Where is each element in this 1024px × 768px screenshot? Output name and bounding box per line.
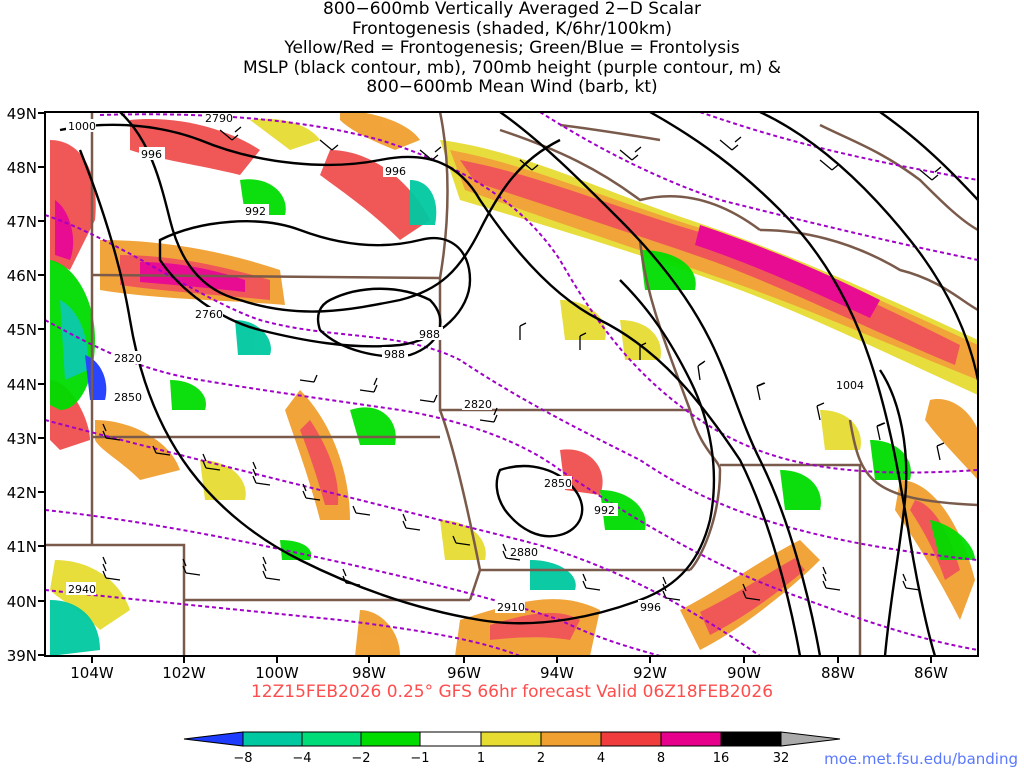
height-contours bbox=[45, 112, 978, 656]
lon-label: 88W bbox=[821, 664, 855, 682]
colorbar-tick: 2 bbox=[537, 751, 545, 766]
colorbar-swatch bbox=[480, 731, 542, 747]
title-line-3: Yellow/Red = Frontogenesis; Green/Blue =… bbox=[284, 38, 740, 58]
lon-label: 86W bbox=[914, 664, 948, 682]
lat-label: 45N bbox=[7, 321, 37, 339]
lon-label: 94W bbox=[540, 664, 574, 682]
lon-label: 104W bbox=[70, 664, 114, 682]
colorbar-tick: −1 bbox=[410, 751, 429, 766]
mslp-label: 992 bbox=[594, 504, 615, 517]
height-label: 2880 bbox=[510, 546, 538, 559]
colorbar-swatch bbox=[183, 731, 244, 747]
colorbar-swatch bbox=[419, 731, 482, 747]
lat-label: 39N bbox=[7, 647, 37, 665]
colorbar-tick: 16 bbox=[713, 751, 730, 766]
colorbar-swatch bbox=[540, 731, 602, 747]
lon-label: 96W bbox=[447, 664, 481, 682]
mslp-label: 1004 bbox=[836, 379, 864, 392]
chart-title: 800−600mb Vertically Averaged 2−D Scalar… bbox=[0, 0, 1024, 98]
colorbar-tick: 8 bbox=[657, 751, 665, 766]
mslp-label: 988 bbox=[419, 328, 440, 341]
lat-label: 42N bbox=[7, 484, 37, 502]
colorbar-tick: −4 bbox=[292, 751, 311, 766]
lon-label: 98W bbox=[352, 664, 386, 682]
lat-label: 47N bbox=[7, 213, 37, 231]
title-line-4: MSLP (black contour, mb), 700mb height (… bbox=[242, 57, 782, 78]
title-line-5: 800−600mb Mean Wind (barb, kt) bbox=[366, 77, 658, 97]
colorbar-tick: −2 bbox=[351, 751, 370, 766]
lat-ticks bbox=[38, 112, 45, 656]
colorbar-swatch bbox=[600, 731, 662, 747]
colorbar-swatch bbox=[720, 731, 782, 747]
colorbar-tick: −8 bbox=[233, 751, 252, 766]
height-label: 2910 bbox=[497, 601, 525, 614]
height-label: 2760 bbox=[195, 308, 223, 321]
colorbar-tick: 4 bbox=[597, 751, 605, 766]
lat-label: 46N bbox=[7, 267, 37, 285]
height-label: 2850 bbox=[114, 391, 142, 404]
lat-label: 44N bbox=[7, 376, 37, 394]
colorbar-swatch bbox=[360, 731, 421, 747]
mslp-label: 992 bbox=[245, 205, 266, 218]
lat-label: 48N bbox=[7, 159, 37, 177]
lon-label: 92W bbox=[633, 664, 667, 682]
lon-label: 102W bbox=[162, 664, 206, 682]
mslp-label: 996 bbox=[640, 601, 661, 614]
height-label: 2820 bbox=[114, 352, 142, 365]
mslp-label: 996 bbox=[141, 148, 162, 161]
colorbar-swatch bbox=[242, 731, 303, 747]
mslp-label: 1000 bbox=[68, 120, 96, 133]
source-credit-link[interactable]: moe.met.fsu.edu/banding bbox=[824, 750, 1018, 768]
colorbar-swatch bbox=[780, 731, 841, 747]
colorbar-swatch bbox=[660, 731, 722, 747]
map-layers: 1000 996 996 992 988 988 992 996 1004 27… bbox=[45, 112, 978, 656]
lat-label: 40N bbox=[7, 593, 37, 611]
height-label: 2850 bbox=[544, 477, 572, 490]
lat-label: 43N bbox=[7, 430, 37, 448]
mslp-label: 996 bbox=[385, 165, 406, 178]
forecast-valid-subtitle: 12Z15FEB2026 0.25° GFS 66hr forecast Val… bbox=[250, 682, 774, 702]
height-label: 2790 bbox=[205, 112, 233, 125]
lon-label: 100W bbox=[255, 664, 299, 682]
colorbar-tick: 32 bbox=[773, 751, 790, 766]
colorbar-tick: 1 bbox=[477, 751, 485, 766]
wind-barbs bbox=[102, 126, 945, 601]
lat-label: 41N bbox=[7, 538, 37, 556]
title-line-1: 800−600mb Vertically Averaged 2−D Scalar bbox=[323, 0, 701, 19]
lon-ticks bbox=[91, 656, 932, 663]
title-line-2: Frontogenesis (shaded, K/6hr/100km) bbox=[352, 18, 672, 39]
colorbar-swatch bbox=[301, 731, 362, 747]
colorbar bbox=[183, 731, 841, 747]
mslp-label: 988 bbox=[384, 348, 405, 361]
height-label: 2940 bbox=[68, 583, 96, 596]
height-label: 2820 bbox=[464, 398, 492, 411]
frontogenesis-shading bbox=[50, 112, 978, 656]
lat-label: 49N bbox=[7, 105, 37, 123]
lon-label: 90W bbox=[727, 664, 761, 682]
